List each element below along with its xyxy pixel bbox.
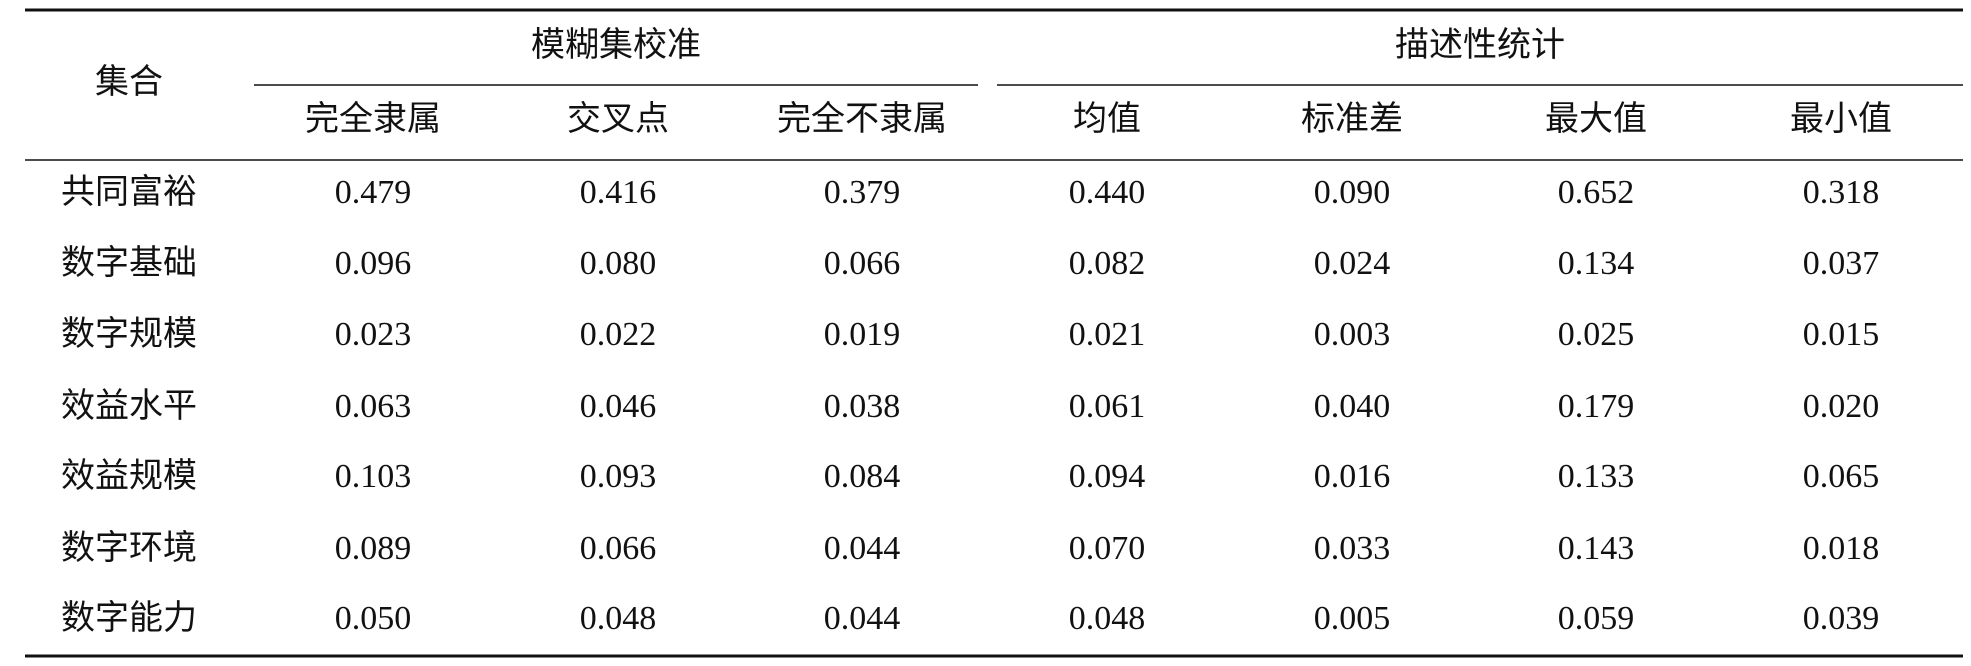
cell: 0.044: [824, 600, 901, 637]
cell: 0.038: [824, 388, 901, 425]
row-label: 数字规模: [61, 315, 197, 353]
cell: 0.103: [335, 458, 412, 495]
column-header: 均值: [1073, 100, 1141, 138]
row-label: 数字环境: [61, 529, 197, 567]
cell: 0.652: [1558, 174, 1635, 211]
cell: 0.318: [1803, 174, 1880, 211]
cell: 0.048: [1069, 600, 1146, 637]
cell: 0.379: [824, 174, 901, 211]
cell: 0.070: [1069, 530, 1146, 567]
cell: 0.416: [580, 174, 657, 211]
row-label: 数字基础: [61, 244, 197, 282]
cell: 0.048: [580, 600, 657, 637]
cell: 0.063: [335, 388, 412, 425]
cell: 0.023: [335, 316, 412, 353]
cell: 0.094: [1069, 458, 1146, 495]
cell: 0.059: [1558, 600, 1635, 637]
cell: 0.096: [335, 245, 412, 282]
cell: 0.084: [824, 458, 901, 495]
cell: 0.080: [580, 245, 657, 282]
cell: 0.016: [1314, 458, 1391, 495]
group-header: 描述性统计: [1395, 26, 1565, 64]
cell: 0.040: [1314, 388, 1391, 425]
cell: 0.134: [1558, 245, 1635, 282]
cell: 0.037: [1803, 245, 1880, 282]
group-header: 模糊集校准: [531, 26, 701, 64]
cell: 0.133: [1558, 458, 1635, 495]
cell: 0.005: [1314, 600, 1391, 637]
cell: 0.479: [335, 174, 412, 211]
cell: 0.066: [580, 530, 657, 567]
cell: 0.018: [1803, 530, 1880, 567]
row-header: 集合: [95, 63, 163, 101]
row-label: 数字能力: [61, 599, 197, 637]
cell: 0.019: [824, 316, 901, 353]
column-header: 完全不隶属: [777, 100, 947, 138]
cell: 0.024: [1314, 245, 1391, 282]
cell: 0.033: [1314, 530, 1391, 567]
cell: 0.440: [1069, 174, 1146, 211]
cell: 0.066: [824, 245, 901, 282]
cell: 0.025: [1558, 316, 1635, 353]
column-header: 最小值: [1790, 100, 1892, 138]
row-label: 效益水平: [61, 387, 197, 425]
cell: 0.050: [335, 600, 412, 637]
column-header: 完全隶属: [305, 100, 441, 138]
cell: 0.022: [580, 316, 657, 353]
cell: 0.090: [1314, 174, 1391, 211]
row-label: 共同富裕: [61, 173, 197, 211]
cell: 0.179: [1558, 388, 1635, 425]
cell: 0.061: [1069, 388, 1146, 425]
column-header: 标准差: [1301, 100, 1403, 138]
column-header: 交叉点: [567, 100, 669, 138]
cell: 0.015: [1803, 316, 1880, 353]
cell: 0.021: [1069, 316, 1146, 353]
cell: 0.065: [1803, 458, 1880, 495]
cell: 0.046: [580, 388, 657, 425]
cell: 0.093: [580, 458, 657, 495]
row-label: 效益规模: [61, 457, 197, 495]
cell: 0.003: [1314, 316, 1391, 353]
cell: 0.089: [335, 530, 412, 567]
column-header: 最大值: [1545, 100, 1647, 138]
cell: 0.020: [1803, 388, 1880, 425]
cell: 0.143: [1558, 530, 1635, 567]
cell: 0.044: [824, 530, 901, 567]
cell: 0.082: [1069, 245, 1146, 282]
cell: 0.039: [1803, 600, 1880, 637]
